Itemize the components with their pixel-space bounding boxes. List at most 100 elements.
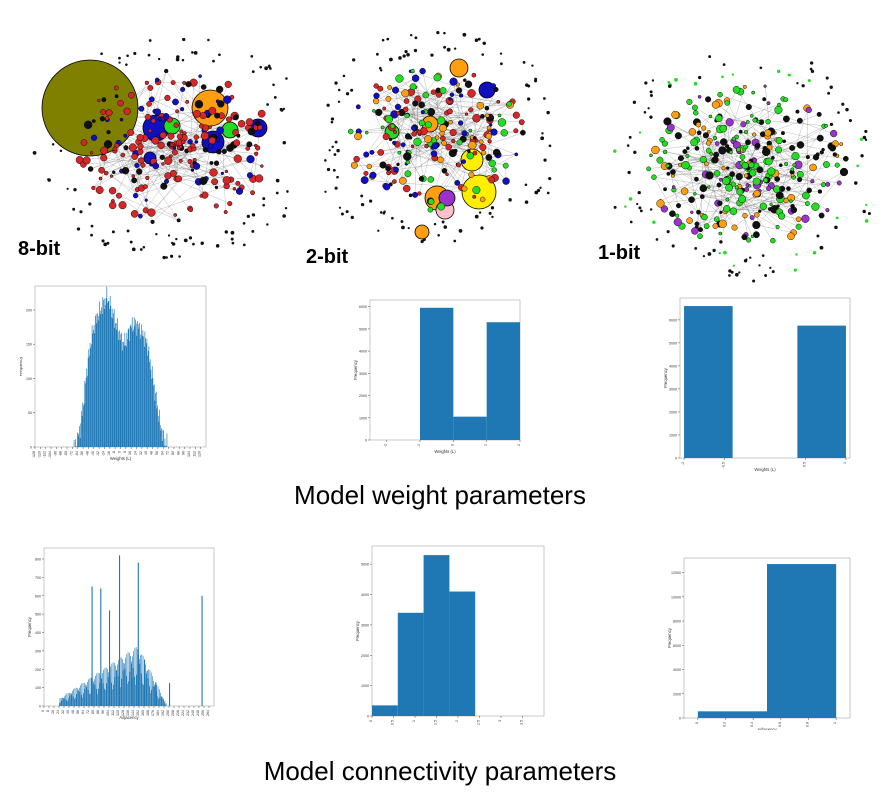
graph-node xyxy=(398,56,402,60)
graph-node xyxy=(130,210,139,218)
graph-node xyxy=(745,183,750,187)
graph-node xyxy=(105,109,113,117)
graph-node xyxy=(199,176,208,185)
graph-node xyxy=(725,183,733,192)
histogram-bar xyxy=(105,667,107,706)
histogram-bar xyxy=(153,384,155,447)
graph-node xyxy=(524,183,528,187)
graph-node xyxy=(766,101,771,106)
graph-node xyxy=(864,138,868,142)
graph-edge xyxy=(667,165,799,227)
histogram-bar xyxy=(102,683,104,706)
graph-node xyxy=(770,155,775,160)
graph-node xyxy=(752,279,756,283)
graph-node xyxy=(744,186,750,192)
histogram-bar xyxy=(157,405,158,447)
graph-node xyxy=(170,254,174,258)
graph-edge xyxy=(695,112,734,142)
histogram-bar xyxy=(156,684,158,706)
histogram-bar xyxy=(147,678,149,706)
y-tick-label: 4000 xyxy=(673,668,681,672)
graph-node xyxy=(350,88,354,92)
graph-node xyxy=(732,264,736,267)
x-tick-label: 80 xyxy=(171,451,175,455)
graph-node xyxy=(762,177,769,183)
graph-node xyxy=(686,146,690,150)
graph-node xyxy=(638,206,642,210)
x-tick-label: 80 xyxy=(91,710,95,714)
histogram-bar xyxy=(75,439,76,447)
graph-node xyxy=(59,149,63,153)
histogram-bar xyxy=(135,323,137,447)
y-tick-label: 600 xyxy=(35,594,41,598)
graph-label-8bit: 8-bit xyxy=(18,238,61,260)
graph-node xyxy=(246,155,255,164)
histogram-bar xyxy=(112,662,114,706)
graph-node xyxy=(725,144,730,149)
y-tick-label: 2000 xyxy=(673,692,681,696)
graph-node xyxy=(262,203,265,207)
graph-node xyxy=(100,154,108,162)
graph-node xyxy=(420,239,424,244)
graph-node xyxy=(47,178,50,181)
graph-node xyxy=(455,87,463,94)
graph-node xyxy=(740,121,747,128)
graph-node xyxy=(237,120,246,128)
graph-node xyxy=(387,85,392,90)
graph-node xyxy=(502,162,509,169)
graph-node xyxy=(437,156,444,164)
graph-node xyxy=(178,255,181,258)
histogram-bar xyxy=(149,686,150,706)
graph-node xyxy=(410,144,415,149)
histogram-bar xyxy=(117,318,118,447)
graph-node xyxy=(275,191,279,195)
graph-edge xyxy=(779,108,808,196)
histogram-bar xyxy=(117,675,119,706)
x-tick-label: 32 xyxy=(61,710,65,714)
histogram-bar xyxy=(113,313,114,447)
graph-node xyxy=(373,92,380,99)
histogram-bar xyxy=(159,425,161,447)
histogram-bar xyxy=(143,346,145,447)
graph-node xyxy=(472,150,478,156)
x-tick-label: 96 xyxy=(101,710,105,714)
histogram-bar xyxy=(75,687,77,706)
histogram-bar xyxy=(68,698,69,706)
graph-node xyxy=(845,107,849,112)
graph-node xyxy=(381,38,385,42)
graph-node xyxy=(713,216,720,223)
y-tick-label: 500 xyxy=(35,613,41,617)
graph-edge xyxy=(112,156,135,202)
histogram-bar xyxy=(152,378,154,447)
graph-node xyxy=(192,162,201,170)
graph-node xyxy=(159,131,167,139)
graph-edge xyxy=(716,194,759,220)
x-tick-label: 56 xyxy=(155,451,159,455)
graph-node xyxy=(254,120,261,127)
graph-node xyxy=(266,223,269,226)
graph-node xyxy=(476,101,485,110)
graph-node xyxy=(461,185,468,192)
graph-node xyxy=(807,79,811,83)
graph-node xyxy=(407,226,410,230)
x-tick-label: 208 xyxy=(171,710,175,716)
histogram-bar xyxy=(87,357,89,447)
histogram-bar xyxy=(78,689,79,706)
x-tick-label: 2 xyxy=(517,444,521,446)
x-axis-label: Weights (L) xyxy=(434,449,456,454)
graph-node xyxy=(400,220,404,223)
histogram-bar xyxy=(131,317,133,447)
graph-node xyxy=(839,167,849,177)
graph-node xyxy=(246,214,250,218)
graph-node xyxy=(190,168,195,172)
graph-node xyxy=(160,182,168,190)
x-tick-label: 64 xyxy=(81,710,85,714)
graph-node xyxy=(164,68,169,74)
graph-node xyxy=(628,197,633,201)
graph-node xyxy=(805,155,810,160)
graph-node xyxy=(704,161,709,167)
graph-node xyxy=(461,130,468,137)
graph-node xyxy=(408,136,413,140)
histogram-bar xyxy=(118,339,120,447)
histogram-bar xyxy=(77,690,79,706)
